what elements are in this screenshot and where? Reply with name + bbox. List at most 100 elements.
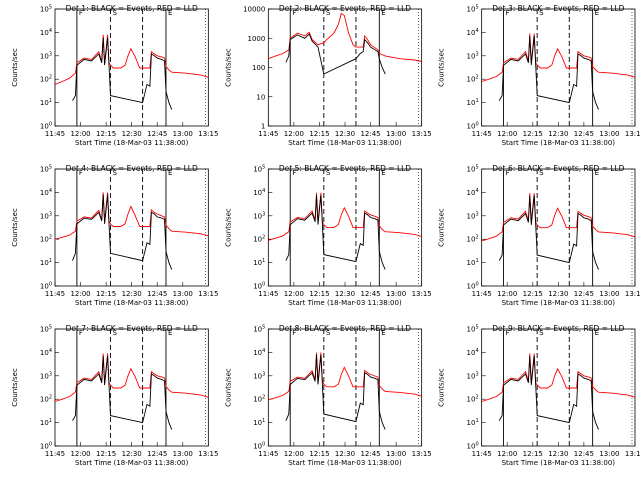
x-tick-label: 11:45 [45, 130, 65, 138]
x-tick-label: 12:15 [96, 450, 116, 458]
x-tick-label: 13:15 [625, 450, 640, 458]
y-tick-label: 105 [253, 165, 265, 174]
y-axis-label: Counts/sec [11, 368, 19, 407]
y-tick-label: 101 [40, 98, 52, 107]
marker-label: E [595, 329, 599, 337]
x-tick-label: 12:30 [122, 130, 142, 138]
y-tick-label: 102 [467, 395, 479, 404]
x-tick-label: 12:45 [147, 130, 167, 138]
x-axis-label: Start Time (18-Mar-03 11:38:00) [75, 459, 189, 467]
marker-label: S [112, 169, 117, 177]
marker-label: S [326, 329, 331, 337]
x-tick-label: 11:45 [258, 450, 278, 458]
marker-label: F [79, 169, 83, 177]
chart-title: Det 8: BLACK = Events, RED = LLD [279, 324, 411, 333]
y-tick-label: 105 [467, 165, 479, 174]
marker-label: S [326, 9, 331, 17]
marker-label: F [506, 9, 510, 17]
y-tick-label: 102 [467, 235, 479, 244]
x-tick-label: 13:00 [386, 290, 406, 298]
y-tick-label: 101 [40, 258, 52, 267]
y-tick-label: 1 [261, 123, 265, 131]
x-tick-label: 12:30 [335, 130, 355, 138]
series-events [72, 37, 173, 110]
marker-label: F [506, 169, 510, 177]
x-tick-label: 12:00 [284, 450, 304, 458]
x-tick-label: 12:45 [147, 450, 167, 458]
y-tick-label: 105 [467, 325, 479, 334]
x-tick-label: 11:45 [472, 130, 492, 138]
x-tick-label: 12:15 [523, 450, 543, 458]
y-tick-label: 105 [40, 5, 52, 14]
marker-label: E [595, 9, 599, 17]
plot-frame [54, 328, 209, 447]
y-tick-label: 104 [467, 28, 479, 37]
y-tick-label: 103 [40, 371, 52, 380]
x-tick-label: 12:45 [574, 450, 594, 458]
y-tick-label: 102 [253, 395, 265, 404]
x-axis-label: Start Time (18-Mar-03 11:38:00) [502, 459, 616, 467]
y-tick-label: 104 [467, 188, 479, 197]
x-tick-label: 12:00 [70, 450, 90, 458]
x-tick-label: 12:30 [335, 290, 355, 298]
chart-title: Det 2: BLACK = Events, RED = LLD [279, 4, 411, 13]
y-tick-label: 104 [253, 188, 265, 197]
x-tick-label: 13:15 [625, 130, 640, 138]
y-tick-label: 100 [253, 282, 265, 291]
panel-det-5: Det 5: BLACK = Events, RED = LLD 100 101 10… [224, 164, 431, 307]
panel-det-8: Det 8: BLACK = Events, RED = LLD 100 101 10… [224, 324, 431, 467]
x-tick-label: 12:00 [70, 290, 90, 298]
y-tick-label: 103 [467, 211, 479, 220]
marker-label: E [168, 9, 172, 17]
y-tick-label: 103 [253, 371, 265, 380]
y-tick-label: 100 [467, 282, 479, 291]
x-tick-label: 12:15 [523, 290, 543, 298]
chart-title: Det 3: BLACK = Events, RED = LLD [492, 4, 624, 13]
plot-frame [481, 8, 636, 127]
series-lld [481, 193, 636, 242]
marker-label: S [112, 329, 117, 337]
x-tick-label: 12:15 [309, 450, 329, 458]
marker-label: S [539, 169, 544, 177]
x-tick-label: 12:45 [574, 290, 594, 298]
x-tick-label: 13:00 [386, 130, 406, 138]
series-events [285, 354, 386, 430]
x-tick-label: 12:15 [523, 130, 543, 138]
x-tick-label: 11:45 [258, 130, 278, 138]
x-tick-label: 12:15 [96, 290, 116, 298]
marker-label: F [292, 169, 296, 177]
x-tick-label: 12:00 [497, 290, 517, 298]
y-tick-label: 105 [253, 325, 265, 334]
x-axis-label: Start Time (18-Mar-03 11:38:00) [288, 459, 402, 467]
marker-label: F [292, 9, 296, 17]
y-axis-label: Counts/sec [438, 368, 446, 407]
y-tick-label: 100 [40, 282, 52, 291]
x-tick-label: 13:00 [599, 130, 619, 138]
series-events [285, 195, 386, 270]
y-tick-label: 104 [467, 348, 479, 357]
y-tick-label: 104 [40, 28, 52, 37]
series-lld [481, 353, 636, 402]
x-tick-label: 13:15 [412, 130, 432, 138]
marker-label: E [381, 9, 385, 17]
y-tick-label: 105 [40, 325, 52, 334]
y-tick-label: 100 [40, 122, 52, 131]
y-tick-label: 103 [40, 211, 52, 220]
plot-frame [481, 168, 636, 287]
y-tick-label: 102 [253, 235, 265, 244]
x-tick-label: 12:45 [360, 130, 380, 138]
x-tick-label: 13:00 [173, 450, 193, 458]
y-tick-label: 102 [40, 75, 52, 84]
x-tick-label: 13:15 [412, 290, 432, 298]
y-tick-label: 101 [467, 98, 479, 107]
plot-frame [481, 328, 636, 447]
series-lld [54, 192, 209, 240]
x-tick-label: 12:30 [548, 130, 568, 138]
y-tick-label: 101 [253, 418, 265, 427]
y-tick-label: 104 [253, 348, 265, 357]
x-axis-label: Start Time (18-Mar-03 11:38:00) [75, 299, 189, 307]
y-tick-label: 1000 [248, 35, 266, 43]
x-tick-label: 12:00 [284, 290, 304, 298]
y-axis-label: Counts/sec [11, 208, 19, 247]
y-tick-label: 100 [253, 442, 265, 451]
